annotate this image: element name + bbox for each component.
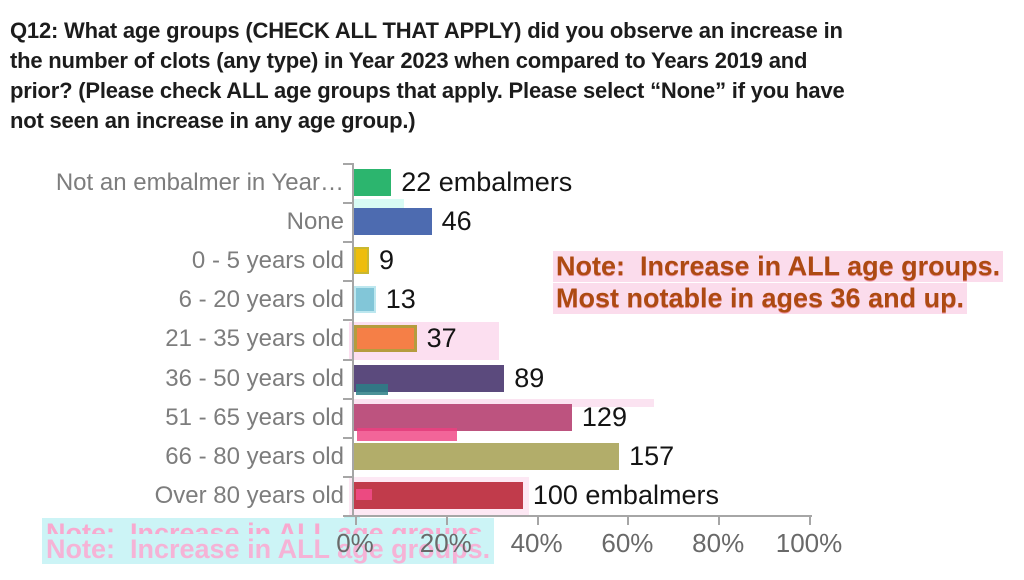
y-axis-tick [343, 202, 352, 204]
question-title-line: not seen an increase in any age group.) [10, 108, 416, 133]
y-axis-line [352, 163, 354, 517]
y-axis-tick [343, 437, 352, 439]
x-axis-label-60: 60% [601, 528, 654, 558]
y-axis-tick [343, 163, 352, 165]
value-label-21-35-years-old: 37 [426, 323, 457, 354]
bar-21-35-years-old [354, 325, 417, 353]
value-label-0-5-years-old: 9 [378, 245, 394, 276]
value-label-over-80-years-old: 100 embalmers [532, 479, 719, 510]
category-label-not-an-embalmer-in-year: Not an embalmer in Year… [55, 169, 344, 196]
note-line-2: Most notable in ages 36 and up. [553, 283, 968, 314]
x-axis-label-80: 80% [692, 528, 745, 558]
x-axis-tick [536, 517, 539, 525]
value-label-6-20-years-old: 13 [385, 284, 416, 315]
y-axis-tick [343, 241, 352, 243]
category-label-over-80-years-old: Over 80 years old [154, 481, 344, 509]
y-axis-tick [343, 515, 352, 517]
x-axis-tick [718, 517, 721, 525]
x-axis-label-0: 0% [336, 528, 374, 558]
note-annotation: Note: Increase in ALL age groups. Most n… [553, 251, 1004, 315]
x-axis-tick [445, 517, 448, 525]
category-label-21-35-years-old: 21 - 35 years old [165, 325, 344, 353]
value-label-none: 46 [441, 206, 472, 237]
note-line-1: Note: Increase in ALL age groups. [553, 251, 1004, 282]
category-label-66-80-years-old: 66 - 80 years old [165, 442, 344, 470]
value-label-not-an-embalmer-in-year: 22 embalmers [401, 167, 573, 197]
x-axis-tick [355, 517, 357, 525]
x-axis-tick [627, 517, 630, 525]
y-axis-tick [343, 476, 352, 478]
x-axis-label-100: 100% [775, 528, 843, 558]
x-axis-line [352, 515, 812, 517]
category-label-51-65-years-old: 51 - 65 years old [165, 403, 344, 431]
category-label-0-5-years-old: 0 - 5 years old [191, 247, 344, 275]
bar-none [354, 208, 432, 236]
bar-not-an-embalmer-in-year [354, 169, 392, 196]
y-axis-tick [343, 359, 352, 361]
ghost-artifact [356, 384, 388, 395]
x-axis-label-40: 40% [510, 528, 563, 558]
bar-66-80-years-old [354, 442, 620, 470]
ghost-artifact [354, 399, 654, 407]
y-axis-tick [343, 280, 352, 282]
y-axis-tick [343, 398, 352, 400]
value-label-51-65-years-old: 129 [581, 401, 627, 432]
value-label-36-50-years-old: 89 [514, 362, 545, 393]
ghost-artifact [357, 428, 457, 441]
category-label-36-50-years-old: 36 - 50 years old [165, 364, 344, 392]
ghost-artifact [356, 489, 372, 500]
bar-over-80-years-old [354, 481, 523, 509]
bar-6-20-years-old [354, 286, 376, 314]
question-title: Q12: What age groups (CHECK ALL THAT APP… [10, 16, 1018, 136]
question-title-line: Q12: What age groups (CHECK ALL THAT APP… [10, 18, 843, 43]
watermark-line: Note: Increase in ALL age groups. [42, 534, 495, 564]
x-axis-tick [809, 517, 811, 525]
question-title-line: the number of clots (any type) in Year 2… [10, 48, 808, 73]
x-axis-label-20: 20% [419, 528, 472, 558]
y-axis-tick [343, 319, 352, 321]
value-label-66-80-years-old: 157 [629, 440, 675, 471]
question-title-line: prior? (Please check ALL age groups that… [10, 78, 845, 103]
bar-51-65-years-old [354, 403, 572, 431]
category-label-6-20-years-old: 6 - 20 years old [178, 286, 344, 314]
bar-0-5-years-old [354, 247, 369, 275]
category-label-none: None [286, 208, 344, 236]
